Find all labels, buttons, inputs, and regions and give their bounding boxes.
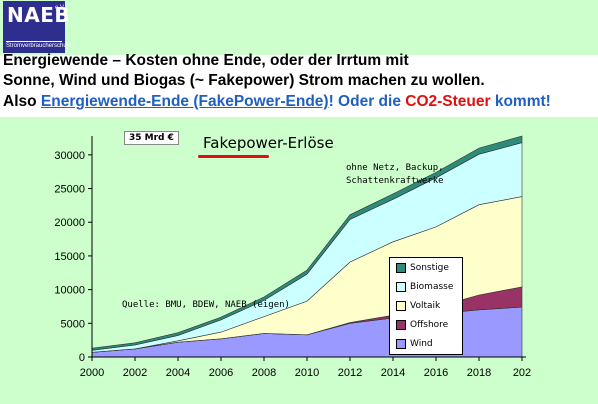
x-tick-label: 2004 xyxy=(166,367,190,379)
chart-note-2: Schattenkraftwerke xyxy=(346,176,444,186)
chart-legend: Sonstige Biomasse Voltaik Offshore Wind xyxy=(389,257,463,355)
headline-line-1: Energiewende – Kosten ohne Ende, oder de… xyxy=(3,52,409,69)
legend-label-biomasse: Biomasse xyxy=(410,282,454,292)
header-band xyxy=(0,0,598,55)
legend-label-offshore: Offshore xyxy=(410,320,449,330)
title-underline xyxy=(198,155,269,158)
logo-subtitle: Stromverbraucherschutz xyxy=(6,41,72,49)
x-tick-label: 202 xyxy=(513,367,531,379)
legend-swatch-sonstige xyxy=(396,263,406,273)
legend-item-biomasse: Biomasse xyxy=(396,281,453,293)
x-tick-label: 2002 xyxy=(123,367,147,379)
chart-note-1: ohne Netz, Backup, xyxy=(346,163,444,173)
headline-suffix: kommt! xyxy=(490,93,551,110)
legend-swatch-voltaik xyxy=(396,301,406,311)
x-tick-label: 2018 xyxy=(467,367,491,379)
legend-swatch-biomasse xyxy=(396,282,406,292)
legend-item-offshore: Offshore xyxy=(396,319,448,331)
x-tick-label: 2012 xyxy=(338,367,362,379)
x-tick-label: 2010 xyxy=(295,367,319,379)
legend-swatch-offshore xyxy=(396,320,406,330)
headline-line-3: Also Energiewende-Ende (FakePower-Ende)!… xyxy=(3,93,551,111)
x-tick-label: 2014 xyxy=(381,367,405,379)
x-tick-label: 2008 xyxy=(252,367,276,379)
naeb-logo[interactable]: NAEB e.V. Stromverbraucherschutz xyxy=(3,1,72,53)
y-tick-label: 5000 xyxy=(61,318,85,330)
source-note: Quelle: BMU, BDEW, NAEB (eigen) xyxy=(122,300,290,310)
energiewende-ende-link[interactable]: Energiewende-Ende (FakePower-Ende) xyxy=(40,93,329,110)
headline-middle: ! Oder die xyxy=(328,93,406,110)
legend-item-sonstige: Sonstige xyxy=(396,262,449,274)
x-tick-label: 2016 xyxy=(424,367,448,379)
y-tick-label: 0 xyxy=(79,352,85,364)
x-tick-label: 2006 xyxy=(209,367,233,379)
y-tick-label: 15000 xyxy=(54,251,85,263)
legend-swatch-wind xyxy=(396,339,406,349)
logo-ev: e.V. xyxy=(55,5,66,11)
legend-label-wind: Wind xyxy=(410,339,433,349)
legend-label-sonstige: Sonstige xyxy=(410,263,449,273)
headline-prefix: Also xyxy=(3,93,41,110)
x-tick-label: 2000 xyxy=(80,367,104,379)
legend-item-voltaik: Voltaik xyxy=(396,300,440,312)
chart-title: Fakepower-Erlöse xyxy=(203,134,334,152)
callout-box: 35 Mrd € xyxy=(124,131,179,145)
area-sonstige xyxy=(91,135,523,351)
headline-line-2: Sonne, Wind und Biogas (~ Fakepower) Str… xyxy=(3,72,485,89)
legend-item-wind: Wind xyxy=(396,338,433,350)
y-tick-label: 10000 xyxy=(54,285,85,297)
y-tick-label: 30000 xyxy=(54,150,85,162)
legend-label-voltaik: Voltaik xyxy=(410,301,441,311)
logo-text: NAEB xyxy=(7,3,71,27)
y-tick-label: 25000 xyxy=(54,184,85,196)
y-tick-label: 20000 xyxy=(54,217,85,229)
co2-steuer-text: CO2-Steuer xyxy=(405,93,491,110)
